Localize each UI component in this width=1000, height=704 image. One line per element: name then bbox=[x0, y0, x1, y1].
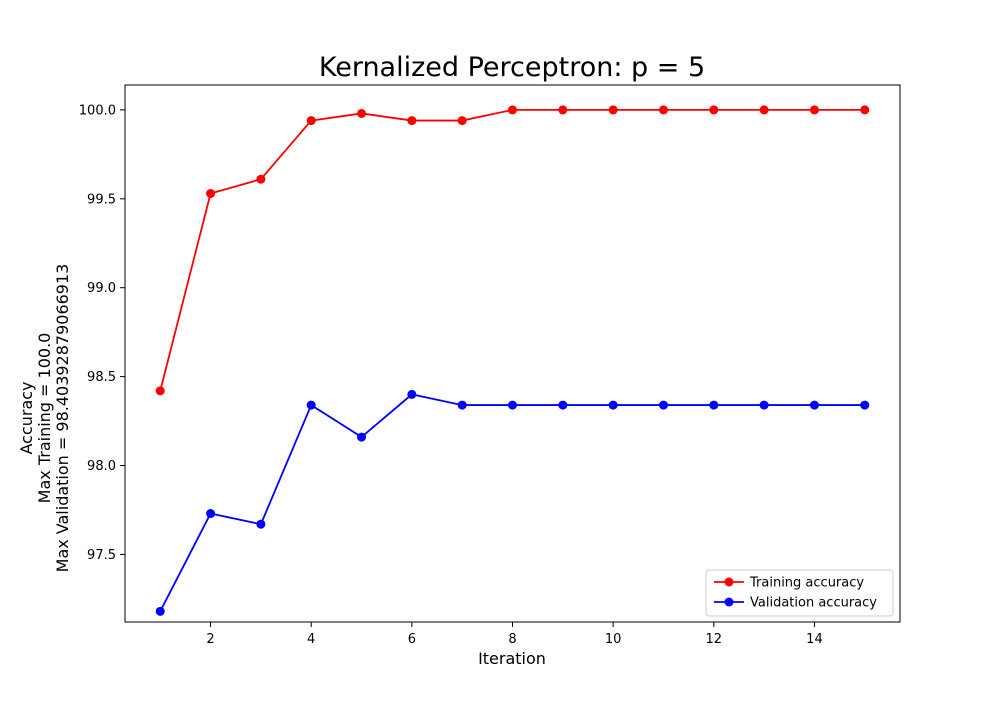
data-point bbox=[508, 105, 517, 115]
data-point bbox=[608, 400, 618, 410]
data-point bbox=[709, 400, 719, 410]
legend: Training accuracy Validation accuracy bbox=[705, 569, 894, 617]
series-validation bbox=[155, 389, 870, 616]
x-tick-label: 8 bbox=[508, 632, 516, 647]
data-point bbox=[860, 105, 870, 115]
legend-box bbox=[705, 569, 894, 617]
data-point bbox=[558, 105, 568, 115]
y-tick-label: 98.5 bbox=[87, 370, 116, 385]
x-tick-label: 14 bbox=[806, 632, 823, 647]
y-axis-label-line-3: Max Validation = 98.40392879066913 bbox=[53, 264, 72, 573]
plot-area: 2 4 6 8 10 12 14 97.5 98.0 98.5 99.0 99.5 100.0 bbox=[79, 84, 901, 647]
y-axis-label: Accuracy Max Training = 100.0 Max Valida… bbox=[17, 264, 72, 573]
legend-marker bbox=[724, 597, 734, 607]
data-point bbox=[407, 389, 417, 399]
series-training bbox=[155, 105, 870, 396]
y-tick-label: 99.0 bbox=[87, 281, 116, 296]
data-point bbox=[457, 400, 467, 410]
data-point bbox=[658, 105, 668, 115]
data-point bbox=[809, 400, 819, 410]
data-point bbox=[608, 105, 618, 115]
legend-label: Validation accuracy bbox=[750, 596, 877, 611]
data-point bbox=[206, 188, 216, 198]
x-tick-label: 4 bbox=[307, 632, 315, 647]
data-point bbox=[759, 105, 769, 115]
series-line bbox=[159, 108, 865, 392]
y-tick-label: 100.0 bbox=[79, 103, 116, 118]
y-tick-label: 97.5 bbox=[87, 548, 116, 563]
y-tick-label: 99.5 bbox=[87, 192, 116, 207]
data-point bbox=[357, 432, 367, 442]
data-point bbox=[860, 400, 870, 410]
data-point bbox=[709, 105, 719, 115]
data-point bbox=[357, 108, 367, 118]
x-axis-label: Iteration bbox=[478, 649, 546, 668]
data-point bbox=[759, 400, 769, 410]
y-axis-label-line-2: Max Training = 100.0 bbox=[35, 333, 54, 504]
y-tick-label: 98.0 bbox=[87, 459, 116, 474]
legend-marker bbox=[724, 577, 734, 587]
x-tick-label: 6 bbox=[408, 632, 416, 647]
y-axis-label-line-1: Accuracy bbox=[17, 381, 36, 454]
data-point bbox=[256, 519, 266, 529]
x-tick-label: 10 bbox=[605, 632, 622, 647]
data-point bbox=[306, 400, 316, 410]
data-point bbox=[407, 116, 417, 126]
data-point bbox=[457, 116, 467, 126]
legend-label: Training accuracy bbox=[749, 576, 864, 591]
data-point bbox=[155, 606, 165, 616]
data-point bbox=[558, 400, 568, 410]
data-point bbox=[809, 105, 819, 115]
chart-title: Kernalized Perceptron: p = 5 bbox=[319, 52, 705, 83]
plot-frame bbox=[124, 84, 901, 623]
data-point bbox=[155, 386, 165, 396]
data-point bbox=[206, 509, 216, 519]
x-tick-label: 12 bbox=[706, 632, 723, 647]
data-point bbox=[256, 174, 266, 184]
x-tick-label: 2 bbox=[206, 632, 214, 647]
data-point bbox=[508, 400, 517, 410]
data-point bbox=[306, 116, 316, 126]
data-point bbox=[658, 400, 668, 410]
